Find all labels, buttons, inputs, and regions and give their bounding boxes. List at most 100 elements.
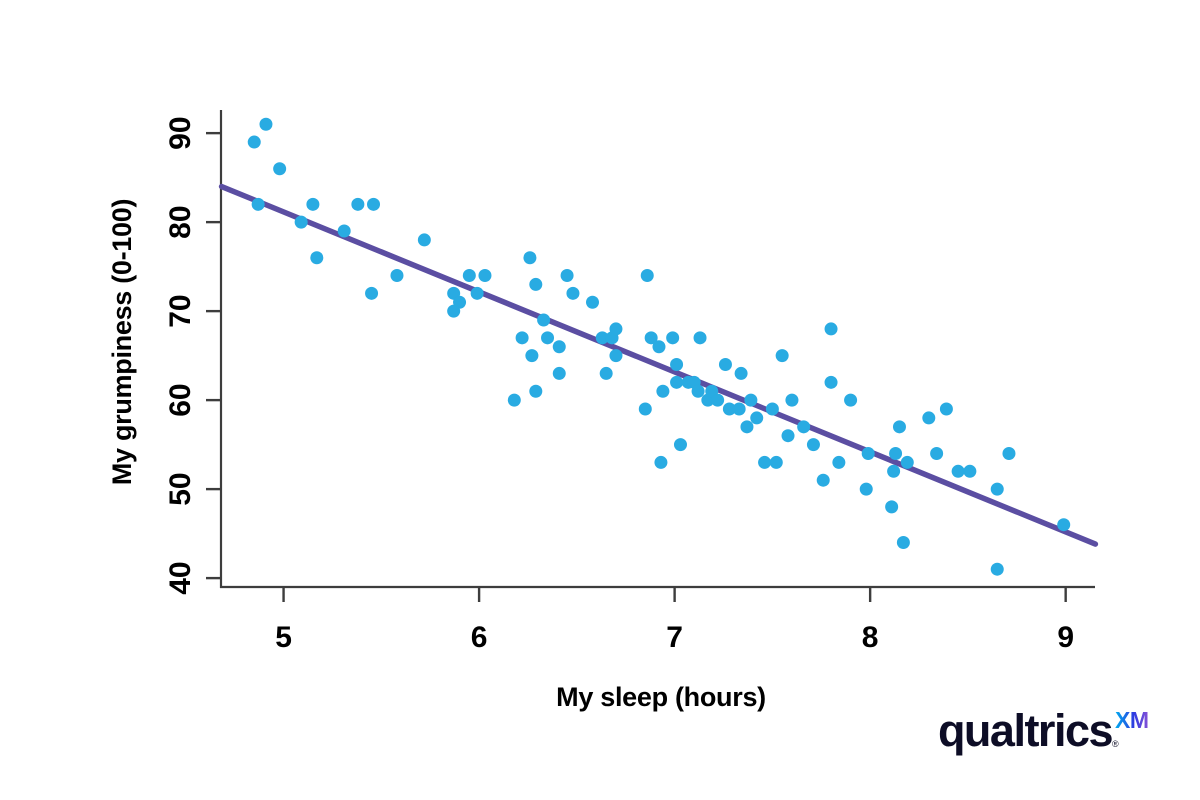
- data-point: [892, 420, 906, 434]
- data-point: [273, 162, 287, 176]
- data-point: [609, 349, 623, 363]
- data-point: [529, 277, 543, 291]
- data-point: [310, 251, 324, 265]
- data-point: [541, 331, 555, 345]
- data-point: [515, 331, 529, 345]
- logo-marks: XM ®: [1112, 706, 1156, 762]
- data-point: [1002, 447, 1016, 461]
- data-point: [824, 322, 838, 336]
- data-point: [785, 393, 799, 407]
- data-point: [887, 464, 901, 478]
- data-point: [990, 562, 1004, 576]
- data-point: [775, 349, 789, 363]
- data-point: [824, 375, 838, 389]
- data-point: [251, 197, 265, 211]
- x-tick-label: 6: [471, 621, 488, 654]
- data-point: [306, 197, 320, 211]
- x-axis-title: My sleep (hours): [556, 682, 766, 712]
- data-point: [537, 313, 551, 327]
- data-point: [599, 366, 613, 380]
- y-tick-label: 70: [164, 294, 197, 327]
- data-point: [654, 455, 668, 469]
- data-point: [470, 286, 484, 300]
- data-point: [656, 384, 670, 398]
- data-point: [478, 269, 492, 283]
- y-tick-label: 80: [164, 205, 197, 238]
- data-point: [885, 500, 899, 514]
- qualtrics-wordmark: qualtrics: [937, 705, 1114, 756]
- data-point: [585, 295, 599, 309]
- data-point: [691, 384, 705, 398]
- data-point: [718, 358, 732, 372]
- data-point: [806, 438, 820, 452]
- x-tick-label: 7: [666, 621, 683, 654]
- data-point: [529, 384, 543, 398]
- data-point: [781, 429, 795, 443]
- y-tick-label: 90: [164, 116, 197, 149]
- data-point: [732, 402, 746, 416]
- data-point: [711, 393, 725, 407]
- data-point: [595, 331, 609, 345]
- data-point: [900, 455, 914, 469]
- data-point: [417, 233, 431, 247]
- data-point: [552, 366, 566, 380]
- data-point: [447, 304, 461, 318]
- data-point: [365, 286, 379, 300]
- data-point: [670, 375, 684, 389]
- data-point: [740, 420, 754, 434]
- data-point: [750, 411, 764, 425]
- x-tick-label: 5: [275, 621, 292, 654]
- data-point: [693, 331, 707, 345]
- data-point: [525, 349, 539, 363]
- data-point: [1057, 518, 1071, 532]
- data-point: [644, 331, 658, 345]
- data-point: [930, 447, 944, 461]
- y-tick-label: 50: [164, 472, 197, 505]
- data-point: [722, 402, 736, 416]
- data-point: [769, 455, 783, 469]
- data-point: [294, 215, 308, 229]
- data-point: [552, 340, 566, 354]
- data-point: [566, 286, 580, 300]
- data-point: [640, 269, 654, 283]
- data-point: [351, 197, 365, 211]
- data-point: [638, 402, 652, 416]
- data-point: [922, 411, 936, 425]
- data-point: [462, 269, 476, 283]
- data-point: [765, 402, 779, 416]
- x-tick-label: 8: [862, 621, 879, 654]
- data-point: [247, 135, 261, 149]
- y-tick-label: 60: [164, 383, 197, 416]
- y-tick-label: 40: [164, 561, 197, 594]
- data-point: [744, 393, 758, 407]
- data-point: [666, 331, 680, 345]
- qualtrics-logo: qualtrics XM ®: [938, 700, 1156, 766]
- data-point: [367, 197, 381, 211]
- data-point: [861, 447, 875, 461]
- data-point: [816, 473, 830, 487]
- data-point: [609, 322, 623, 336]
- data-point: [832, 455, 846, 469]
- data-point: [758, 455, 772, 469]
- data-point: [734, 366, 748, 380]
- data-point: [844, 393, 858, 407]
- data-point: [337, 224, 351, 238]
- data-point: [889, 447, 903, 461]
- data-point: [523, 251, 537, 265]
- data-point: [670, 358, 684, 372]
- data-point: [560, 269, 574, 283]
- data-point: [507, 393, 521, 407]
- data-point: [673, 438, 687, 452]
- y-axis-title: My grumpiness (0-100): [107, 199, 137, 485]
- registered-mark: ®: [1112, 739, 1119, 749]
- data-point: [939, 402, 953, 416]
- regression-line: [218, 183, 1099, 547]
- data-point: [390, 269, 404, 283]
- data-point: [951, 464, 965, 478]
- data-point: [259, 117, 273, 131]
- data-point: [990, 482, 1004, 496]
- data-point: [896, 536, 910, 550]
- data-point: [859, 482, 873, 496]
